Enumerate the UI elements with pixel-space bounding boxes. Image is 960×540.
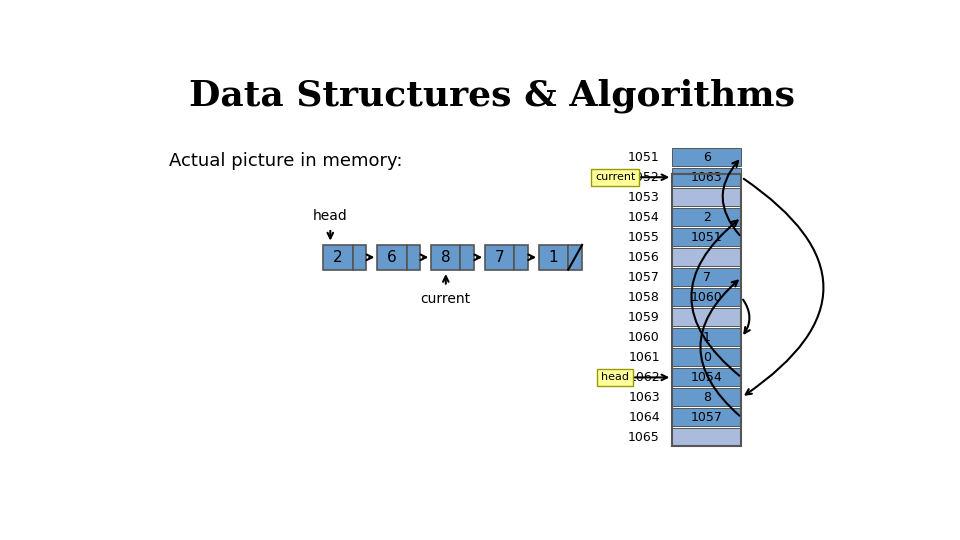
FancyBboxPatch shape	[672, 148, 741, 166]
FancyBboxPatch shape	[672, 228, 741, 246]
FancyBboxPatch shape	[672, 388, 741, 407]
Text: 1060: 1060	[628, 331, 660, 344]
Text: 1063: 1063	[691, 171, 723, 184]
Text: 7: 7	[495, 250, 505, 265]
FancyBboxPatch shape	[672, 188, 741, 206]
Text: 1053: 1053	[628, 191, 660, 204]
Text: 1065: 1065	[628, 431, 660, 444]
FancyBboxPatch shape	[515, 245, 528, 269]
FancyBboxPatch shape	[672, 288, 741, 306]
Text: 1060: 1060	[691, 291, 723, 304]
Text: 1061: 1061	[628, 351, 660, 364]
Text: 1052: 1052	[628, 171, 660, 184]
Text: 1054: 1054	[628, 211, 660, 224]
Text: 1056: 1056	[628, 251, 660, 264]
Text: 1051: 1051	[628, 151, 660, 164]
Text: 7: 7	[703, 271, 710, 284]
Text: 6: 6	[387, 250, 396, 265]
FancyBboxPatch shape	[672, 328, 741, 346]
FancyBboxPatch shape	[672, 408, 741, 427]
Text: 1058: 1058	[628, 291, 660, 304]
FancyBboxPatch shape	[672, 268, 741, 286]
Text: 1: 1	[549, 250, 559, 265]
FancyBboxPatch shape	[377, 245, 406, 269]
FancyBboxPatch shape	[672, 208, 741, 226]
Text: 1063: 1063	[628, 391, 660, 404]
FancyBboxPatch shape	[591, 168, 639, 186]
Text: Data Structures & Algorithms: Data Structures & Algorithms	[189, 78, 795, 113]
Text: 1054: 1054	[691, 371, 723, 384]
Text: 1062: 1062	[628, 371, 660, 384]
FancyBboxPatch shape	[461, 245, 474, 269]
FancyBboxPatch shape	[672, 368, 741, 387]
FancyBboxPatch shape	[406, 245, 420, 269]
Text: 1064: 1064	[628, 411, 660, 424]
Text: 8: 8	[703, 391, 710, 404]
Text: 2: 2	[333, 250, 343, 265]
Text: 6: 6	[703, 151, 710, 164]
FancyBboxPatch shape	[539, 245, 568, 269]
FancyBboxPatch shape	[672, 308, 741, 326]
Text: current: current	[595, 172, 636, 182]
Text: 1051: 1051	[691, 231, 723, 244]
FancyBboxPatch shape	[672, 168, 741, 186]
FancyBboxPatch shape	[431, 245, 461, 269]
Text: 1059: 1059	[628, 311, 660, 324]
Text: Actual picture in memory:: Actual picture in memory:	[169, 152, 402, 170]
FancyBboxPatch shape	[597, 369, 633, 386]
FancyBboxPatch shape	[672, 428, 741, 447]
Text: head: head	[313, 209, 348, 222]
FancyBboxPatch shape	[324, 245, 352, 269]
Text: 0: 0	[703, 351, 710, 364]
Text: 1057: 1057	[691, 411, 723, 424]
FancyBboxPatch shape	[568, 245, 582, 269]
Text: current: current	[420, 292, 470, 306]
Text: 8: 8	[441, 250, 450, 265]
Text: 1: 1	[703, 331, 710, 344]
Text: 1057: 1057	[628, 271, 660, 284]
FancyBboxPatch shape	[672, 248, 741, 266]
Text: 2: 2	[703, 211, 710, 224]
Text: 1055: 1055	[628, 231, 660, 244]
Text: head: head	[601, 373, 629, 382]
FancyBboxPatch shape	[672, 348, 741, 367]
FancyBboxPatch shape	[485, 245, 515, 269]
FancyBboxPatch shape	[352, 245, 367, 269]
